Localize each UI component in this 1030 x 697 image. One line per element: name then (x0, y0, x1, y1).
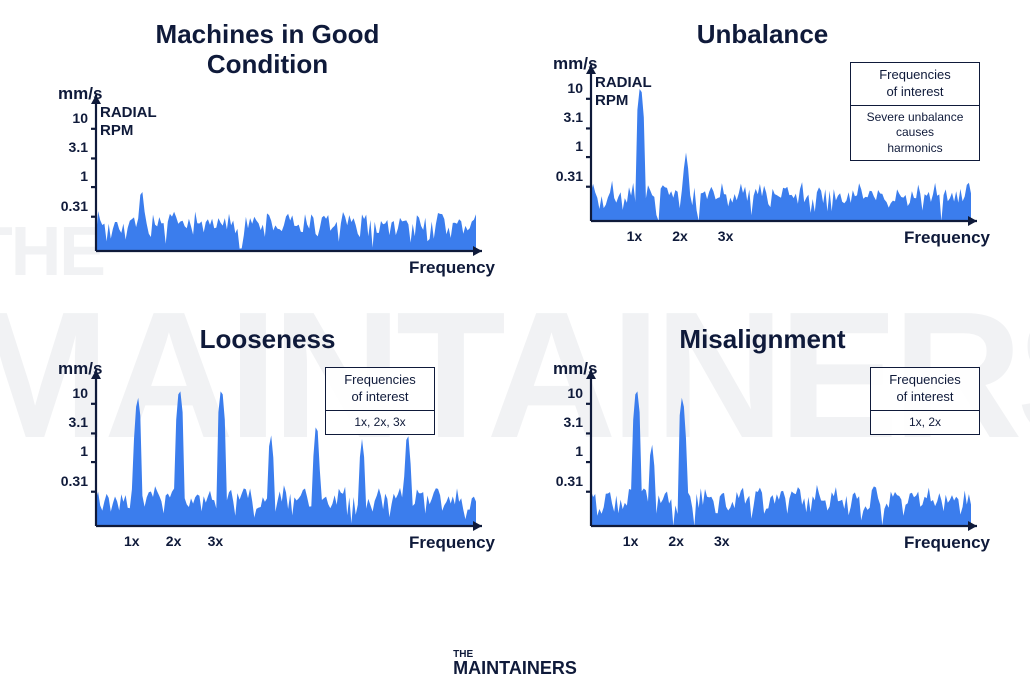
y-tick: 1 (80, 168, 88, 184)
frequencies-infobox: Frequenciesof interest1x, 2x, 3x (325, 367, 435, 435)
arrowhead-x-icon (968, 216, 977, 226)
chart-wrap: mm/sRADIALRPM103.110.31Frequency1x2x3xFr… (525, 56, 1000, 246)
chart-wrap: mm/sRADIALRPM103.110.31Frequency (30, 86, 505, 276)
chart-wrap: mm/s103.110.31Frequency1x2x3xFrequencies… (30, 361, 505, 551)
panel-title: Machines in GoodCondition (30, 20, 505, 80)
arrowhead-y-icon (586, 65, 596, 74)
x-tick: 3x (714, 533, 730, 549)
y-tick: 3.1 (69, 139, 88, 155)
infobox-title: Frequenciesof interest (851, 63, 979, 106)
y-tick: 3.1 (564, 109, 583, 125)
spectrum-fill (96, 192, 476, 251)
infobox-body: Severe unbalancecausesharmonics (851, 106, 979, 161)
infobox-title: Frequenciesof interest (871, 368, 979, 411)
arrowhead-y-icon (91, 95, 101, 104)
arrowhead-x-icon (473, 521, 482, 531)
x-tick: 1x (627, 228, 643, 244)
footer-line2: MAINTAINERS (453, 658, 577, 679)
y-tick: 10 (72, 385, 88, 401)
x-axis-label: Frequency (409, 533, 495, 553)
footer-logo: THE MAINTAINERS (453, 649, 577, 679)
arrowhead-y-icon (91, 370, 101, 379)
infobox-title: Frequenciesof interest (326, 368, 434, 411)
x-tick: 3x (718, 228, 734, 244)
arrowhead-x-icon (968, 521, 977, 531)
y-tick: 0.31 (556, 473, 583, 489)
chart-grid: Machines in GoodConditionmm/sRADIALRPM10… (0, 0, 1030, 620)
infobox-body: 1x, 2x, 3x (326, 411, 434, 435)
y-tick: 0.31 (61, 473, 88, 489)
y-tick: 1 (575, 138, 583, 154)
spectrum-chart (90, 91, 490, 256)
arrowhead-y-icon (586, 370, 596, 379)
panel-looseness: Loosenessmm/s103.110.31Frequency1x2x3xFr… (30, 325, 505, 610)
arrowhead-x-icon (473, 246, 482, 256)
chart-wrap: mm/s103.110.31Frequency1x2x3xFrequencies… (525, 361, 1000, 551)
x-tick: 2x (672, 228, 688, 244)
panel-title: Misalignment (525, 325, 1000, 355)
x-axis-label: Frequency (904, 228, 990, 248)
y-tick: 10 (72, 110, 88, 126)
panel-title: Looseness (30, 325, 505, 355)
x-tick: 2x (166, 533, 182, 549)
x-tick: 1x (124, 533, 140, 549)
x-axis-label: Frequency (904, 533, 990, 553)
y-tick: 1 (575, 443, 583, 459)
infobox-body: 1x, 2x (871, 411, 979, 435)
y-tick: 0.31 (556, 168, 583, 184)
y-tick: 3.1 (69, 414, 88, 430)
x-tick: 1x (623, 533, 639, 549)
x-axis-label: Frequency (409, 258, 495, 278)
y-tick: 0.31 (61, 198, 88, 214)
frequencies-infobox: Frequenciesof interestSevere unbalanceca… (850, 62, 980, 162)
panel-misalignment: Misalignmentmm/s103.110.31Frequency1x2x3… (525, 325, 1000, 610)
panel-unbalance: Unbalancemm/sRADIALRPM103.110.31Frequenc… (525, 20, 1000, 305)
x-tick: 3x (208, 533, 224, 549)
frequencies-infobox: Frequenciesof interest1x, 2x (870, 367, 980, 435)
y-tick: 1 (80, 443, 88, 459)
panel-title: Unbalance (525, 20, 1000, 50)
x-tick: 2x (668, 533, 684, 549)
y-tick: 3.1 (564, 414, 583, 430)
panel-good: Machines in GoodConditionmm/sRADIALRPM10… (30, 20, 505, 305)
y-tick: 10 (567, 385, 583, 401)
y-tick: 10 (567, 80, 583, 96)
